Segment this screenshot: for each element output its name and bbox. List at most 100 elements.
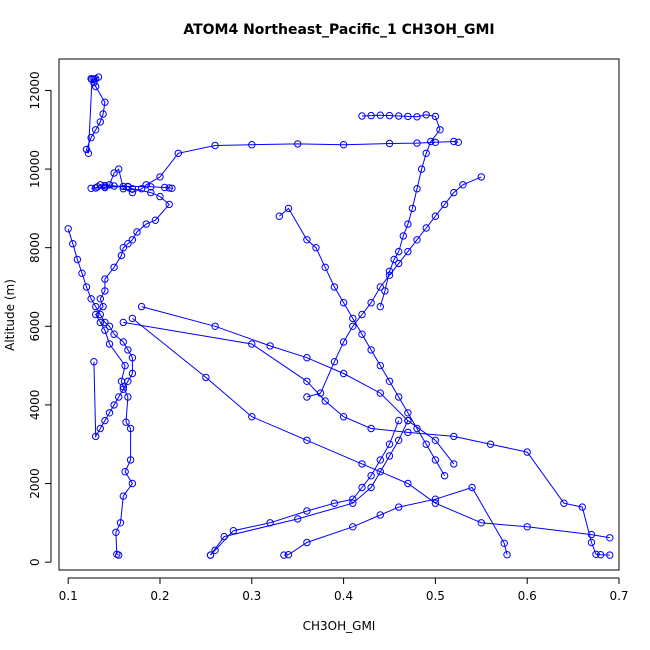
series-line (85, 76, 106, 154)
data-point (404, 112, 412, 121)
data-point (339, 413, 348, 421)
data-point (330, 358, 339, 366)
chart-title: ATOM4 Northeast_Pacific_1 CH3OH_GMI (183, 22, 494, 38)
data-point (303, 236, 311, 244)
data-point (82, 145, 91, 154)
data-point (112, 528, 120, 536)
data-point (137, 185, 146, 193)
data-point (116, 519, 125, 527)
data-point (119, 492, 128, 500)
data-point (174, 149, 183, 158)
data-point (165, 200, 173, 209)
data-point (92, 310, 100, 319)
data-point (280, 551, 288, 559)
data-point (119, 185, 128, 193)
data-point (385, 111, 394, 120)
data-point (151, 216, 160, 224)
series-line (306, 176, 482, 398)
data-point (110, 182, 118, 190)
data-point (404, 247, 412, 256)
data-point (450, 460, 458, 468)
data-point (422, 440, 430, 448)
data-point (358, 330, 366, 338)
data-point (367, 346, 375, 354)
x-tick-label: 0.4 (334, 589, 353, 603)
data-point (248, 141, 256, 149)
data-point (413, 424, 421, 433)
data-point (137, 302, 146, 311)
data-point (440, 200, 449, 209)
data-point (339, 338, 348, 346)
x-tick-label: 0.2 (150, 589, 169, 603)
data-point (105, 181, 114, 189)
data-point (578, 503, 586, 511)
data-point (385, 267, 394, 275)
series-line (361, 114, 441, 307)
data-point (523, 448, 531, 456)
data-point (404, 479, 412, 488)
data-point (294, 515, 302, 523)
data-point (358, 112, 366, 120)
data-point (94, 73, 103, 81)
data-point (404, 220, 412, 228)
data-point (413, 113, 421, 121)
data-point (73, 255, 82, 264)
series-line (141, 306, 455, 465)
data-point (303, 354, 311, 362)
x-tick-label: 0.1 (59, 589, 78, 603)
data-point (422, 111, 430, 119)
data-point (113, 550, 121, 558)
series-line (91, 140, 459, 194)
data-point (303, 436, 311, 444)
data-point (312, 244, 320, 252)
data-point (450, 188, 458, 197)
data-point (211, 322, 219, 330)
data-point (84, 149, 93, 158)
data-point (503, 551, 511, 559)
data-point (367, 111, 375, 120)
data-point (87, 184, 95, 193)
data-point (128, 185, 137, 193)
data-point (92, 432, 100, 441)
data-point (101, 416, 109, 425)
data-point (422, 149, 430, 158)
data-point (142, 220, 150, 228)
data-point (431, 112, 440, 121)
data-point (99, 110, 107, 118)
data-point (454, 138, 462, 147)
data-point (211, 546, 219, 554)
data-point (330, 283, 339, 291)
data-point (395, 259, 403, 268)
data-point (105, 340, 114, 348)
data-point (606, 551, 614, 559)
data-point (122, 418, 130, 426)
data-point (124, 346, 132, 354)
data-point (110, 401, 118, 409)
series-line (278, 207, 446, 476)
data-point (110, 169, 118, 177)
data-point (119, 318, 128, 327)
data-point (105, 322, 114, 330)
data-point (64, 225, 72, 233)
data-point (376, 511, 384, 519)
data-point (417, 165, 426, 173)
data-point (486, 440, 495, 448)
data-point (395, 436, 403, 444)
plot-area (58, 58, 620, 571)
x-tick-label: 0.3 (242, 589, 261, 603)
data-point (119, 338, 128, 346)
series-group (64, 73, 614, 559)
data-point (275, 212, 283, 220)
data-point (413, 236, 421, 244)
data-point (358, 460, 366, 468)
data-point (82, 283, 91, 291)
data-point (101, 318, 109, 327)
series-line (132, 318, 610, 539)
data-point (211, 141, 219, 150)
data-point (110, 263, 118, 271)
data-point (358, 310, 366, 319)
data-point (339, 369, 348, 378)
data-point (121, 361, 129, 370)
data-point (266, 519, 274, 527)
data-point (160, 183, 169, 192)
